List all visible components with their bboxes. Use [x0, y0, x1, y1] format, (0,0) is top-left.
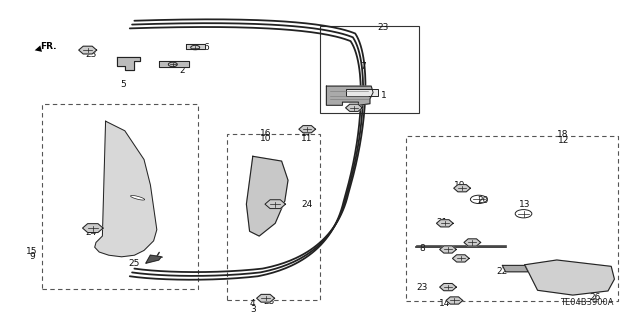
- Polygon shape: [265, 200, 285, 209]
- Bar: [346, 89, 378, 96]
- Text: 8: 8: [420, 244, 425, 253]
- Polygon shape: [246, 156, 288, 236]
- Text: 14: 14: [439, 299, 451, 308]
- Text: 17: 17: [301, 129, 313, 138]
- Polygon shape: [464, 239, 481, 246]
- Text: 2: 2: [180, 66, 185, 75]
- Text: 23: 23: [377, 23, 388, 32]
- Text: 12: 12: [557, 136, 569, 145]
- Polygon shape: [186, 44, 205, 49]
- Text: 25: 25: [129, 259, 140, 268]
- Text: 16: 16: [260, 129, 271, 138]
- Text: FR.: FR.: [40, 42, 57, 51]
- Text: 21: 21: [436, 218, 447, 227]
- Polygon shape: [436, 220, 453, 227]
- Polygon shape: [95, 121, 157, 257]
- Text: 23: 23: [263, 297, 275, 306]
- Polygon shape: [299, 126, 316, 133]
- Text: 24: 24: [301, 200, 313, 209]
- Ellipse shape: [131, 196, 145, 200]
- Text: TE04B3900A: TE04B3900A: [559, 298, 613, 307]
- Polygon shape: [454, 185, 470, 192]
- Text: 18: 18: [557, 130, 569, 139]
- Text: 5: 5: [120, 80, 125, 89]
- Text: 6: 6: [204, 43, 209, 52]
- Bar: [227, 134, 320, 300]
- Polygon shape: [346, 104, 362, 111]
- Polygon shape: [440, 284, 456, 291]
- Polygon shape: [83, 224, 103, 233]
- Polygon shape: [525, 260, 614, 295]
- Text: 10: 10: [260, 134, 271, 143]
- Text: 11: 11: [301, 134, 313, 143]
- Bar: [320, 26, 419, 113]
- Text: 3: 3: [250, 305, 255, 314]
- Polygon shape: [452, 255, 469, 262]
- Text: 4: 4: [250, 299, 255, 308]
- Polygon shape: [79, 46, 97, 54]
- Text: 26: 26: [589, 293, 601, 302]
- Text: 20: 20: [477, 197, 489, 205]
- Polygon shape: [502, 265, 528, 272]
- Text: 24: 24: [85, 228, 97, 237]
- Polygon shape: [446, 297, 463, 304]
- Text: 15: 15: [26, 247, 38, 256]
- Text: 7: 7: [361, 63, 366, 71]
- Text: 23: 23: [86, 50, 97, 59]
- Polygon shape: [257, 294, 275, 302]
- Polygon shape: [146, 255, 161, 263]
- Text: 1: 1: [381, 91, 387, 100]
- Text: 13: 13: [519, 200, 531, 209]
- Polygon shape: [117, 57, 140, 70]
- Polygon shape: [159, 61, 189, 67]
- Text: 9: 9: [29, 252, 35, 261]
- Polygon shape: [440, 246, 456, 253]
- Polygon shape: [326, 86, 373, 105]
- Text: 19: 19: [454, 181, 465, 189]
- Text: 23: 23: [417, 283, 428, 292]
- Bar: [406, 136, 618, 301]
- Text: 22: 22: [497, 267, 508, 276]
- Bar: [42, 104, 198, 289]
